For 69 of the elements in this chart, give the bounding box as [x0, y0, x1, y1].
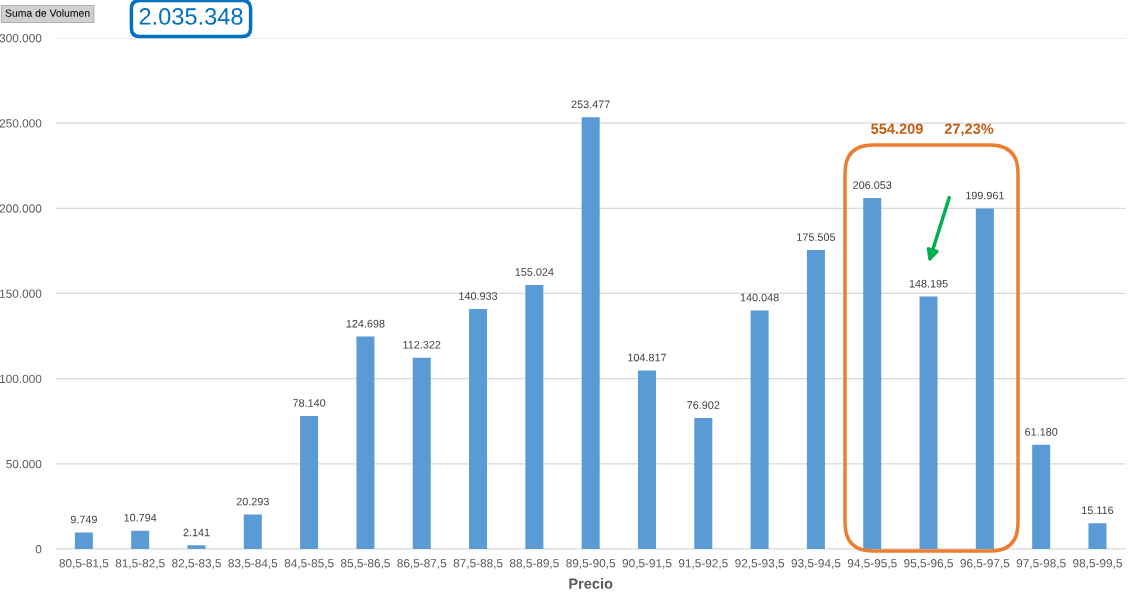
annotation: 554.209: [871, 123, 923, 134]
y-tick-label: 0: [35, 545, 42, 554]
bar: [525, 284, 544, 550]
bar: [919, 296, 938, 550]
text: 2.035.348: [139, 8, 243, 25]
x-tick-label: 89,5-90,5: [566, 559, 616, 569]
x-tick-label: 86,5-87,5: [397, 559, 447, 569]
x-tick-label: 95,5-96,5: [904, 559, 953, 569]
data-label: 206.053: [853, 181, 892, 189]
y-tick-label: 200.000: [0, 204, 42, 213]
x-tick-label: 92,5-93,5: [735, 559, 785, 569]
x-tick-label: 88,5-89,5: [509, 559, 559, 569]
bar: [806, 250, 825, 550]
x-axis-title: Precio: [569, 578, 613, 589]
bar: [300, 415, 319, 550]
data-label: 76.902: [687, 401, 720, 409]
x-tick-label: 94,5-95,5: [847, 559, 897, 569]
data-label: 199.961: [966, 191, 1004, 200]
x-tick-label: 80,5-81,5: [59, 559, 109, 569]
x-tick-label: 93,5-94,5: [791, 559, 841, 569]
data-label: 20.293: [236, 497, 269, 506]
x-tick-label: 96,5-97,5: [960, 559, 1010, 569]
data-label: 155.024: [515, 268, 554, 276]
y-tick-label: 100.000: [0, 374, 42, 384]
data-label: 15.116: [1082, 506, 1114, 515]
y-tick-label: 300.000: [0, 34, 42, 43]
x-tick-label: 91,5-92,5: [678, 559, 728, 569]
data-label: 175.505: [797, 233, 836, 241]
data-label: 78.140: [293, 399, 326, 407]
x-tick-label: 87,5-88,5: [453, 559, 503, 569]
annotation: 27,23%: [944, 123, 994, 137]
bar: [131, 530, 150, 550]
text: Suma de Volumen: [5, 9, 90, 17]
data-label: 140.048: [740, 293, 779, 302]
x-tick-label: 97,5-98,5: [1016, 559, 1066, 569]
bar: [412, 357, 431, 550]
bar: [637, 370, 656, 550]
x-tick-label: 98,5-99,5: [1073, 559, 1122, 569]
bar: [1088, 523, 1107, 550]
bar: [187, 545, 206, 550]
bar: [975, 208, 994, 550]
bar: [1032, 444, 1051, 550]
data-label: 61.180: [1025, 428, 1058, 436]
bar: [74, 532, 93, 550]
x-tick-label: 85,5-86,5: [341, 559, 390, 569]
data-label: 140.933: [459, 292, 498, 300]
bar: [581, 117, 600, 550]
x-tick-label: 83,5-84,5: [228, 559, 278, 569]
y-tick-label: 50.000: [6, 459, 42, 469]
data-label: 9.749: [70, 515, 97, 524]
x-tick-label: 82,5-83,5: [172, 559, 221, 569]
bar: [750, 310, 769, 550]
data-label: 10.794: [124, 513, 157, 522]
y-tick-label: 250.000: [0, 119, 42, 128]
bar: [694, 418, 713, 550]
data-label: 2.141: [183, 528, 210, 537]
bar: [863, 198, 882, 550]
bar: [469, 308, 488, 550]
bar: [243, 514, 262, 550]
data-label: 148.195: [909, 279, 948, 288]
y-tick-label: 150.000: [0, 289, 42, 298]
x-tick-label: 90,5-91,5: [622, 559, 672, 569]
x-tick-label: 81,5-82,5: [115, 559, 165, 569]
data-label: 124.698: [346, 319, 385, 328]
data-label: 104.817: [628, 353, 667, 362]
bar: [356, 336, 375, 550]
data-label: 253.477: [571, 100, 610, 109]
data-label: 112.322: [403, 340, 441, 349]
x-tick-label: 84,5-85,5: [284, 559, 334, 569]
